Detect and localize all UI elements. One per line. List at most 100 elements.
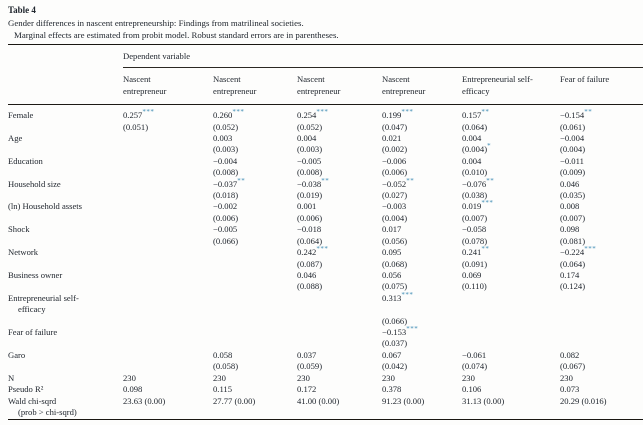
value-cell bbox=[297, 293, 382, 327]
value-cell: 0.069 (0.110) bbox=[462, 270, 560, 293]
standard-error: (0.008) bbox=[297, 167, 323, 178]
table-subcaption: Marginal effects are estimated from prob… bbox=[14, 30, 339, 40]
coefficient: −0.004 bbox=[213, 155, 238, 166]
value-cell: 0.257*** (0.051) bbox=[123, 105, 213, 133]
significance-stars: ** bbox=[237, 176, 246, 185]
standard-error: (0.064) bbox=[297, 235, 323, 246]
value-cell: −0.058 (0.078) bbox=[462, 224, 560, 247]
value-cell: 0.017 (0.056) bbox=[382, 224, 462, 247]
coefficient: 0.004 bbox=[462, 155, 482, 166]
header-spacer bbox=[8, 45, 123, 68]
value-cell: 0.003 (0.003) bbox=[213, 133, 297, 156]
table-row: Business owner 0.046 (0.088) 0.056 (0.075) 0.… bbox=[8, 270, 643, 293]
value-cell bbox=[213, 247, 297, 270]
significance-stars: ** bbox=[406, 176, 415, 185]
value-cell: −0.038** (0.019) bbox=[297, 177, 382, 202]
coefficient: 0.008 bbox=[560, 201, 580, 212]
coefficient: −0.076** bbox=[462, 176, 495, 189]
column-header: Nascent entrepreneur bbox=[382, 67, 462, 106]
coefficient: −0.058 bbox=[462, 224, 487, 235]
table-row: Age 0.003 (0.003) 0.004 (0.003) 0.021 (0.002) 0… bbox=[8, 133, 643, 156]
significance-stars: ** bbox=[481, 108, 490, 117]
significance-stars: *** bbox=[316, 245, 329, 254]
standard-error: (0.078) bbox=[462, 235, 488, 246]
value-cell: −0.004 (0.004) bbox=[560, 133, 643, 156]
coefficient: 230 bbox=[560, 372, 573, 383]
row-label: Education bbox=[8, 155, 43, 166]
coefficient: −0.061 bbox=[462, 349, 487, 360]
value-cell: −0.153*** (0.037) bbox=[382, 325, 462, 350]
value-cell: 230 bbox=[462, 373, 560, 385]
value-cell bbox=[123, 293, 213, 327]
table-row: N 230 230 230 230 230 230 bbox=[8, 373, 643, 385]
value-cell: 23.63 (0.00) bbox=[123, 396, 213, 419]
value-cell bbox=[123, 201, 213, 224]
value-cell: 0.095 (0.068) bbox=[382, 247, 462, 270]
standard-error: (0.003) bbox=[297, 144, 323, 155]
value-cell: 0.172 bbox=[297, 384, 382, 396]
value-cell bbox=[462, 327, 560, 350]
table-caption: Gender differences in nascent entreprene… bbox=[8, 18, 304, 28]
standard-error: (0.006) bbox=[382, 167, 408, 178]
coefficient: 0.021 bbox=[382, 133, 402, 144]
coefficient: 0.067 bbox=[382, 349, 402, 360]
value-cell bbox=[123, 327, 213, 350]
coefficient: −0.004 bbox=[560, 133, 585, 144]
row-label: Entrepreneurial self-efficacy bbox=[8, 292, 79, 315]
value-cell bbox=[123, 247, 213, 270]
value-cell bbox=[123, 179, 213, 202]
value-cell: 0.098 bbox=[123, 384, 213, 396]
table-title: Table 4 bbox=[8, 5, 36, 15]
coefficient: 0.199*** bbox=[382, 108, 414, 121]
value-cell: 0.004 (0.003) bbox=[297, 133, 382, 156]
value-cell: −0.011 (0.009) bbox=[560, 156, 643, 179]
coefficient: 0.115 bbox=[213, 384, 233, 395]
value-cell: −0.003 (0.004) bbox=[382, 201, 462, 224]
row-label: Female bbox=[8, 110, 34, 121]
coefficient: 0.260*** bbox=[213, 108, 245, 121]
coefficient: 0.174 bbox=[560, 269, 580, 280]
significance-stars: * bbox=[487, 142, 492, 151]
coefficient: 230 bbox=[213, 372, 226, 383]
value-cell bbox=[123, 133, 213, 156]
regression-table: Dependent variable Nascent entrepreneur Na… bbox=[8, 44, 643, 420]
value-cell: 0.046 (0.088) bbox=[297, 270, 382, 293]
coefficient: −0.003 bbox=[382, 201, 407, 212]
column-header: Fear of failure bbox=[560, 67, 643, 106]
coefficient: 0.241** bbox=[462, 245, 490, 258]
column-header: Entrepreneurial self-efficacy bbox=[462, 67, 560, 106]
value-cell: −0.002 (0.006) bbox=[213, 201, 297, 224]
coefficient: 230 bbox=[297, 372, 310, 383]
standard-error: (0.006) bbox=[297, 212, 323, 223]
value-cell: −0.037** (0.018) bbox=[213, 176, 297, 202]
coefficient: 0.095 bbox=[382, 247, 402, 258]
value-cell bbox=[462, 293, 560, 327]
coefficient: −0.154** bbox=[560, 108, 593, 121]
coefficient: −0.011 bbox=[560, 155, 584, 166]
standard-error: (0.059) bbox=[297, 361, 323, 372]
dependent-variable-row: Dependent variable bbox=[8, 44, 643, 69]
value-cell bbox=[123, 350, 213, 373]
value-cell: 0.157** (0.064) bbox=[462, 105, 560, 133]
table-body: Female 0.257*** (0.051) 0.260*** (0.052) 0.25… bbox=[8, 105, 643, 419]
value-cell bbox=[123, 270, 213, 293]
significance-stars: ** bbox=[481, 245, 490, 254]
coefficient: 0.058 bbox=[213, 349, 233, 360]
row-label: Age bbox=[8, 133, 23, 144]
coefficient: −0.006 bbox=[382, 155, 407, 166]
significance-stars: *** bbox=[406, 325, 419, 334]
coefficient: 41.00 (0.00) bbox=[297, 395, 340, 406]
value-cell: 0.242*** (0.087) bbox=[297, 245, 382, 270]
column-header: Nascent entrepreneur bbox=[213, 67, 297, 106]
coefficient: 0.003 bbox=[213, 133, 233, 144]
value-cell: 91.23 (0.00) bbox=[382, 396, 462, 419]
value-cell: −0.018 (0.064) bbox=[297, 224, 382, 247]
value-cell: 0.004 (0.010) bbox=[462, 156, 560, 179]
value-cell bbox=[123, 224, 213, 247]
standard-error: (0.064) bbox=[462, 121, 488, 132]
coefficient: 230 bbox=[462, 372, 475, 383]
coefficient: −0.005 bbox=[213, 224, 238, 235]
coefficient: 23.63 (0.00) bbox=[123, 395, 166, 406]
value-cell: 230 bbox=[382, 373, 462, 385]
standard-error: (0.018) bbox=[213, 190, 239, 201]
